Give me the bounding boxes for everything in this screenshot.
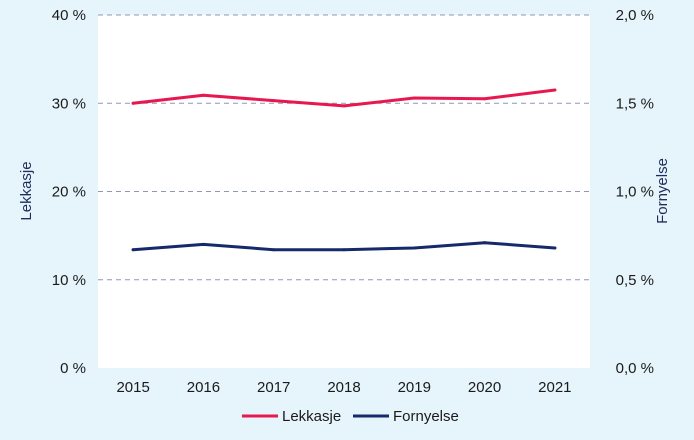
x-tick-label: 2018 xyxy=(327,379,360,396)
data-point-fornyelse xyxy=(342,248,346,252)
data-point-lekkasje xyxy=(553,88,557,92)
data-point-fornyelse xyxy=(553,246,557,250)
left-tick-label: 20 % xyxy=(52,184,86,201)
gridlines xyxy=(98,14,590,281)
legend-label-fornyelse: Fornyelse xyxy=(393,408,459,425)
data-point-fornyelse xyxy=(131,248,135,252)
left-tick-label: 10 % xyxy=(52,272,86,289)
data-point-lekkasje xyxy=(272,99,276,103)
right-tick-label: 1,5 % xyxy=(616,95,654,112)
data-point-lekkasje xyxy=(201,93,205,97)
x-tick-label: 2019 xyxy=(398,379,431,396)
right-axis-title: Fornyelse xyxy=(654,158,671,224)
right-tick-label: 0,5 % xyxy=(616,272,654,289)
left-tick-label: 0 % xyxy=(60,360,86,377)
left-tick-label: 30 % xyxy=(52,95,86,112)
left-axis-title: Lekkasje xyxy=(18,161,35,220)
left-tick-label: 40 % xyxy=(52,7,86,24)
left-axis-ticks: 0 % 10 % 20 % 30 % 40 % xyxy=(52,7,86,377)
x-axis-ticks: 2015 2016 2017 2018 2019 2020 2021 xyxy=(116,379,571,396)
right-tick-label: 1,0 % xyxy=(616,184,654,201)
x-tick-label: 2015 xyxy=(116,379,149,396)
legend-label-lekkasje: Lekkasje xyxy=(282,408,341,425)
x-tick-label: 2020 xyxy=(468,379,501,396)
right-tick-label: 2,0 % xyxy=(616,7,654,24)
right-axis-ticks: 0,0 % 0,5 % 1,0 % 1,5 % 2,0 % xyxy=(616,7,654,377)
data-point-fornyelse xyxy=(272,248,276,252)
x-tick-label: 2021 xyxy=(538,379,571,396)
legend: Lekkasje Fornyelse xyxy=(242,408,459,425)
data-point-lekkasje xyxy=(342,104,346,108)
data-point-lekkasje xyxy=(412,96,416,100)
series-lines xyxy=(131,88,557,252)
x-tick-label: 2017 xyxy=(257,379,290,396)
x-tick-label: 2016 xyxy=(187,379,220,396)
data-point-lekkasje xyxy=(483,97,487,101)
right-tick-label: 0,0 % xyxy=(616,360,654,377)
data-point-lekkasje xyxy=(131,101,135,105)
data-point-fornyelse xyxy=(483,241,487,245)
data-point-fornyelse xyxy=(412,246,416,250)
data-point-fornyelse xyxy=(201,242,205,246)
